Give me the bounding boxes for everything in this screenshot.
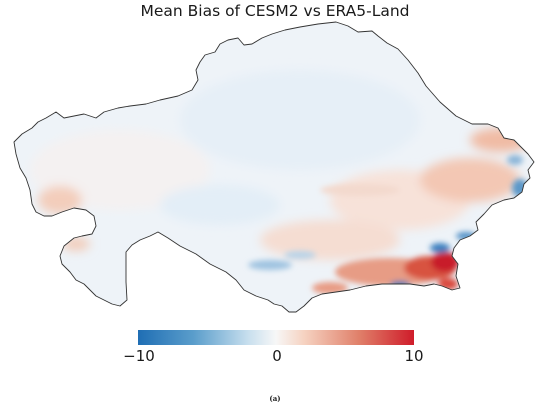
bias-map <box>13 21 535 313</box>
colorbar-max-label: 10 <box>404 347 424 365</box>
colorbar <box>138 330 414 345</box>
figure-caption: (a) <box>269 394 281 403</box>
colorbar-min-label: −10 <box>123 347 155 365</box>
country-boundary <box>13 21 535 313</box>
colorbar-mid-label: 0 <box>272 347 282 365</box>
map-title: Mean Bias of CESM2 vs ERA5-Land <box>140 2 410 20</box>
bias-field <box>14 22 534 312</box>
